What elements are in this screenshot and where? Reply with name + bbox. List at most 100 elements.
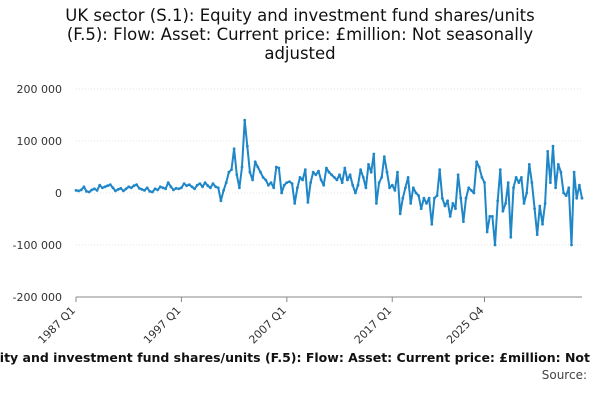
data-point[interactable]	[311, 170, 315, 174]
data-point[interactable]	[222, 189, 226, 192]
data-point[interactable]	[388, 186, 391, 190]
data-point[interactable]	[322, 183, 326, 187]
data-point[interactable]	[348, 173, 352, 177]
data-point[interactable]	[274, 165, 278, 169]
data-point[interactable]	[211, 182, 215, 186]
data-point[interactable]	[325, 166, 328, 170]
data-point[interactable]	[361, 176, 365, 179]
data-point[interactable]	[393, 189, 397, 192]
data-point[interactable]	[354, 191, 357, 195]
data-point[interactable]	[377, 181, 381, 185]
data-point[interactable]	[214, 185, 218, 189]
data-point[interactable]	[251, 178, 255, 182]
data-point[interactable]	[509, 235, 513, 239]
data-point[interactable]	[269, 181, 273, 185]
data-point[interactable]	[140, 188, 144, 191]
data-point[interactable]	[309, 181, 312, 185]
data-point[interactable]	[151, 190, 154, 194]
data-point[interactable]	[356, 183, 360, 187]
data-point[interactable]	[504, 202, 507, 205]
data-point[interactable]	[232, 147, 236, 151]
data-point[interactable]	[111, 186, 115, 190]
data-point[interactable]	[462, 220, 465, 224]
data-point[interactable]	[411, 186, 415, 190]
data-point[interactable]	[346, 178, 349, 182]
data-point[interactable]	[572, 170, 576, 174]
data-point[interactable]	[79, 188, 83, 192]
data-point[interactable]	[485, 230, 489, 234]
data-point[interactable]	[238, 186, 241, 190]
data-point[interactable]	[185, 184, 189, 188]
data-point[interactable]	[477, 165, 481, 169]
data-point[interactable]	[427, 196, 431, 200]
data-point[interactable]	[425, 202, 428, 205]
data-point[interactable]	[87, 190, 91, 194]
data-point[interactable]	[533, 207, 536, 211]
data-point[interactable]	[267, 183, 270, 187]
data-point[interactable]	[301, 178, 304, 182]
data-point[interactable]	[454, 207, 457, 211]
data-point[interactable]	[156, 188, 160, 192]
data-point[interactable]	[319, 178, 323, 182]
data-point[interactable]	[372, 152, 376, 156]
data-point[interactable]	[298, 176, 302, 179]
data-point[interactable]	[145, 186, 149, 190]
data-point[interactable]	[538, 204, 542, 208]
data-point[interactable]	[456, 173, 460, 177]
data-point[interactable]	[143, 189, 146, 192]
data-point[interactable]	[327, 170, 331, 174]
data-point[interactable]	[340, 181, 344, 185]
data-point[interactable]	[256, 165, 260, 169]
data-point[interactable]	[404, 186, 407, 190]
data-point[interactable]	[137, 186, 141, 190]
data-point[interactable]	[317, 169, 320, 173]
data-point[interactable]	[201, 185, 204, 189]
data-point[interactable]	[290, 182, 294, 186]
data-point[interactable]	[554, 186, 557, 190]
data-point[interactable]	[216, 186, 220, 190]
data-point[interactable]	[396, 170, 399, 174]
data-point[interactable]	[158, 185, 162, 189]
data-point[interactable]	[166, 181, 170, 185]
data-point[interactable]	[359, 168, 362, 172]
data-point[interactable]	[114, 189, 117, 193]
data-point[interactable]	[570, 243, 573, 247]
data-point[interactable]	[480, 176, 484, 179]
data-point[interactable]	[541, 222, 544, 226]
data-point[interactable]	[277, 166, 281, 170]
data-point[interactable]	[235, 173, 239, 177]
data-point[interactable]	[127, 185, 131, 189]
data-point[interactable]	[288, 180, 291, 184]
data-point[interactable]	[527, 163, 531, 166]
data-point[interactable]	[562, 191, 565, 195]
data-point[interactable]	[369, 170, 373, 174]
data-point[interactable]	[129, 186, 133, 190]
data-point[interactable]	[406, 176, 410, 179]
data-point[interactable]	[543, 202, 547, 205]
data-point[interactable]	[483, 181, 486, 185]
data-point[interactable]	[464, 196, 468, 200]
data-point[interactable]	[433, 196, 436, 200]
data-point[interactable]	[382, 155, 386, 159]
data-point[interactable]	[435, 194, 439, 198]
data-point[interactable]	[380, 176, 384, 179]
data-point[interactable]	[261, 176, 265, 179]
data-point[interactable]	[385, 170, 389, 174]
data-point[interactable]	[172, 188, 175, 192]
data-point[interactable]	[364, 186, 368, 190]
data-point[interactable]	[451, 202, 455, 205]
data-point[interactable]	[551, 144, 555, 148]
data-point[interactable]	[259, 170, 262, 174]
data-point[interactable]	[90, 188, 94, 192]
data-point[interactable]	[578, 183, 581, 187]
data-point[interactable]	[422, 196, 426, 200]
data-point[interactable]	[338, 173, 341, 177]
data-point[interactable]	[77, 189, 80, 193]
data-point[interactable]	[498, 168, 502, 172]
data-point[interactable]	[219, 199, 223, 203]
data-point[interactable]	[187, 183, 191, 187]
data-point[interactable]	[282, 183, 286, 187]
data-point[interactable]	[108, 183, 112, 187]
data-point[interactable]	[264, 178, 268, 182]
data-point[interactable]	[440, 196, 444, 200]
